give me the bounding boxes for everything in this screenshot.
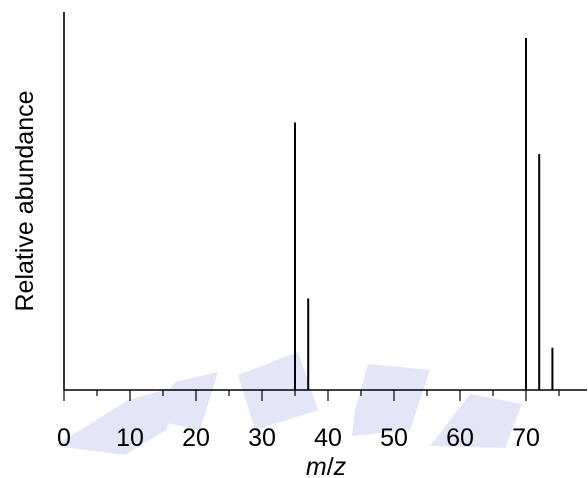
- watermark-shape-5: [430, 394, 522, 448]
- x-tick-label: 70: [512, 424, 540, 452]
- spectrum-peaks: [294, 38, 554, 390]
- x-axis-label-slash: /: [327, 453, 334, 478]
- y-axis-label: Relative abundance: [11, 91, 39, 312]
- x-tick-label: 20: [182, 424, 210, 452]
- x-tick-label: 30: [248, 424, 276, 452]
- watermark: [55, 352, 522, 455]
- watermark-shape-1: [55, 384, 186, 455]
- x-tick-label: 0: [57, 424, 71, 452]
- x-tick-labels: 0 10 20 30 40 50 60 70: [57, 424, 540, 452]
- watermark-shape-2: [152, 372, 218, 430]
- x-axis-label: m/z: [306, 453, 347, 478]
- axes: [63, 12, 587, 391]
- x-axis-label-z: z: [333, 453, 347, 478]
- x-tick-label: 10: [116, 424, 144, 452]
- x-axis-label-m: m: [306, 453, 327, 478]
- x-tick-label: 60: [446, 424, 474, 452]
- x-tick-label: 40: [314, 424, 342, 452]
- x-tick-label: 50: [380, 424, 408, 452]
- x-ticks: [63, 390, 560, 401]
- watermark-shape-3: [238, 352, 318, 430]
- watermark-shape-4: [352, 364, 430, 436]
